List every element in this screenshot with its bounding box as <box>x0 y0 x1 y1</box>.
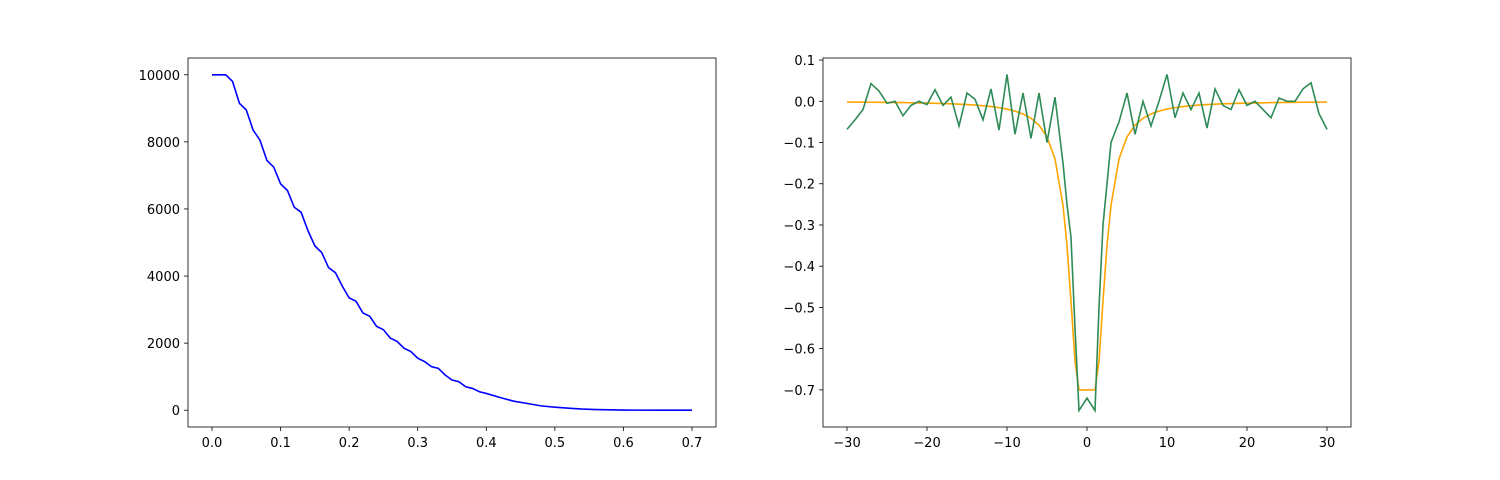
x-tick-label: 0.3 <box>407 436 428 451</box>
x-tick-label: 10 <box>1159 436 1176 451</box>
x-tick-label: 0.7 <box>682 436 703 451</box>
y-tick-label: 8000 <box>147 136 180 151</box>
y-tick-label: −0.3 <box>783 219 815 234</box>
y-tick-label: −0.7 <box>783 384 815 399</box>
y-tick-label: 6000 <box>147 203 180 218</box>
x-tick-label: −10 <box>993 436 1020 451</box>
x-tick-label: −20 <box>913 436 940 451</box>
y-tick-label: 10000 <box>139 69 180 84</box>
x-tick-label: 0.2 <box>339 436 360 451</box>
x-tick-label: 0.5 <box>545 436 566 451</box>
data-line <box>846 74 1328 414</box>
x-tick-label: 30 <box>1319 436 1336 451</box>
axes-frame <box>187 57 717 428</box>
y-tick-label: −0.6 <box>783 343 815 358</box>
y-tick-label: −0.4 <box>783 260 815 275</box>
data-line <box>212 73 693 412</box>
y-tick-label: 2000 <box>147 337 180 352</box>
y-tick-label: −0.1 <box>783 137 815 152</box>
x-tick-label: −30 <box>833 436 860 451</box>
x-tick-label: 20 <box>1239 436 1256 451</box>
y-tick-label: 4000 <box>147 270 180 285</box>
x-tick-label: 0.6 <box>613 436 634 451</box>
y-tick-label: 0.0 <box>794 95 815 110</box>
x-tick-label: 0.1 <box>270 436 291 451</box>
y-tick-label: −0.5 <box>783 301 815 316</box>
x-tick-label: 0.4 <box>476 436 497 451</box>
y-tick-label: 0 <box>172 404 180 419</box>
x-tick-label: 0 <box>1083 436 1091 451</box>
x-tick-label: 0.0 <box>202 436 223 451</box>
y-tick-label: −0.2 <box>783 178 815 193</box>
data-line <box>846 101 1328 391</box>
y-tick-label: 0.1 <box>794 54 815 69</box>
